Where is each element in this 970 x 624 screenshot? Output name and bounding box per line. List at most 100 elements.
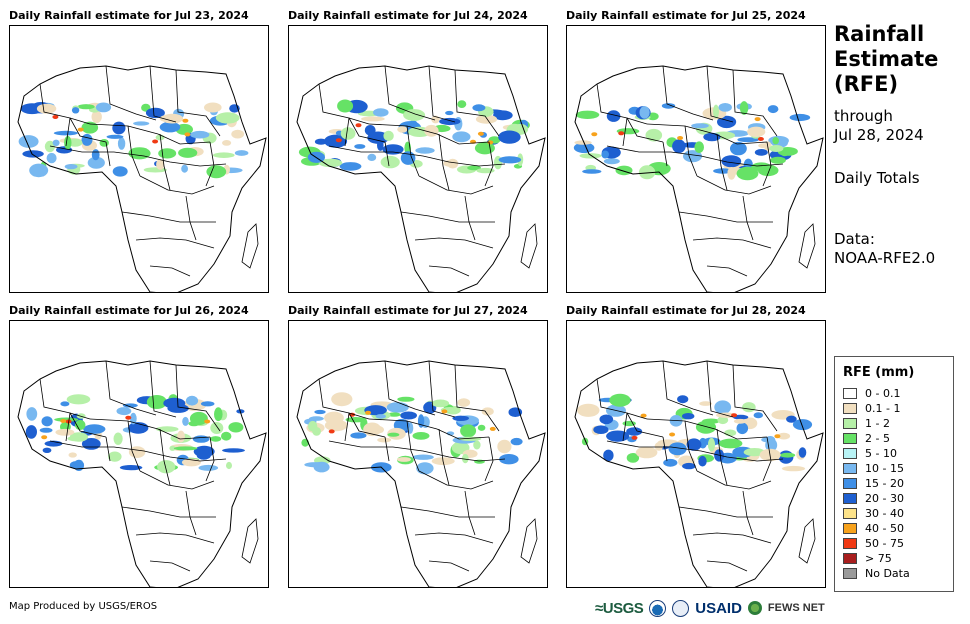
country-border: [742, 490, 754, 536]
rainfall-area: [77, 104, 95, 110]
heavy-rainfall-area: [60, 419, 67, 423]
rainfall-area: [81, 133, 93, 146]
country-border: [454, 69, 500, 137]
rainfall-area: [457, 398, 471, 407]
rainfall-map: [566, 25, 826, 293]
rainfall-area: [112, 166, 128, 177]
country-border: [762, 141, 772, 187]
country-border: [139, 175, 215, 195]
rainfall-area: [314, 409, 326, 415]
rainfall-area: [753, 412, 763, 419]
heavy-rainfall-area: [328, 429, 335, 434]
rainfall-area: [445, 110, 454, 116]
rainfall-area: [387, 412, 401, 417]
rainfall-area: [210, 436, 222, 442]
country-border: [105, 360, 157, 416]
rainfall-area: [81, 121, 99, 134]
heavy-rainfall-area: [152, 139, 159, 144]
country-border: [732, 364, 778, 432]
country-border: [89, 123, 211, 145]
rainfall-area: [599, 414, 614, 425]
rainfall-area: [707, 437, 716, 452]
legend-item: 10 - 15: [843, 461, 953, 476]
rainfall-area: [367, 153, 377, 161]
legend-label: 40 - 50: [865, 522, 904, 535]
rainfall-map: [288, 25, 548, 293]
rainfall-area: [66, 394, 91, 405]
rainfall-area: [718, 103, 732, 112]
heavy-rainfall-area: [441, 409, 448, 414]
rainfall-area: [91, 110, 102, 124]
rainfall-area: [577, 403, 600, 417]
rainfall-area: [477, 424, 486, 431]
rainfall-area: [113, 432, 123, 445]
rainfall-area: [361, 116, 385, 122]
country-border: [406, 420, 420, 472]
legend-items: 0 - 0.1 0.1 - 1 1 - 2 2 - 5 5 - 10 10 - 15 15 …: [835, 386, 953, 581]
rainfall-area: [638, 165, 656, 180]
legend-label: 20 - 30: [865, 492, 904, 505]
heavy-rainfall-area: [731, 413, 738, 418]
heavy-rainfall-area: [757, 137, 764, 141]
rainfall-area: [185, 395, 199, 406]
country-border: [149, 265, 191, 277]
rainfall-area: [663, 458, 678, 467]
rainfall-area: [789, 113, 811, 122]
rainfall-area: [200, 401, 215, 407]
map-credit: Map Produced by USGS/EROS: [9, 601, 158, 612]
legend-label: No Data: [865, 567, 910, 580]
heavy-rainfall-area: [52, 115, 59, 119]
rainfall-area: [593, 425, 609, 434]
country-border: [662, 141, 668, 167]
madagascar-outline: [798, 518, 816, 564]
rainfall-area: [177, 430, 185, 443]
rainfall-area: [44, 140, 56, 153]
madagascar-outline: [520, 223, 538, 269]
country-border: [418, 175, 494, 195]
country-border: [348, 412, 386, 438]
country-border: [662, 360, 714, 416]
country-border: [696, 470, 772, 490]
country-border: [384, 141, 390, 167]
country-border: [596, 83, 648, 125]
heavy-rainfall-area: [335, 138, 342, 143]
country-border: [678, 211, 773, 223]
rainfall-area: [412, 454, 434, 460]
madagascar-outline: [520, 518, 538, 564]
rainfall-map: [288, 320, 548, 588]
rainfall-area: [42, 447, 52, 453]
rainfall-area: [777, 432, 791, 440]
rainfall-area: [64, 135, 72, 150]
country-border: [205, 141, 215, 187]
rainfall-area: [603, 158, 620, 165]
legend-swatch: [843, 493, 857, 504]
country-border: [662, 65, 714, 121]
rainfall-area: [609, 393, 631, 407]
country-border: [622, 117, 628, 147]
country-border: [464, 490, 476, 536]
country-border: [684, 420, 698, 472]
rainfall-area: [122, 403, 138, 408]
fews-net-logo: FEWS NET: [767, 602, 825, 614]
country-border: [49, 145, 227, 167]
legend-label: 15 - 20: [865, 477, 904, 490]
country-border: [706, 65, 734, 123]
rainfall-area: [452, 415, 469, 421]
country-border: [368, 123, 490, 145]
rainfall-area: [215, 112, 240, 124]
country-border: [348, 117, 386, 143]
rainfall-area: [626, 427, 643, 436]
logo-strip: ≈USGS USAID FEWS NET: [595, 597, 825, 619]
country-border: [428, 265, 470, 277]
legend-label: 1 - 2: [865, 417, 890, 430]
country-border: [762, 436, 772, 482]
rainfall-area: [733, 418, 747, 424]
country-border: [65, 412, 71, 442]
rainfall-area: [158, 148, 177, 159]
rainfall-area: [129, 412, 137, 425]
rainfall-map: [9, 25, 269, 293]
main-title: Rainfall Estimate (RFE): [834, 22, 939, 96]
legend-swatch: [843, 403, 857, 414]
rainfall-area: [452, 131, 471, 143]
department-seal-icon: [672, 599, 690, 617]
